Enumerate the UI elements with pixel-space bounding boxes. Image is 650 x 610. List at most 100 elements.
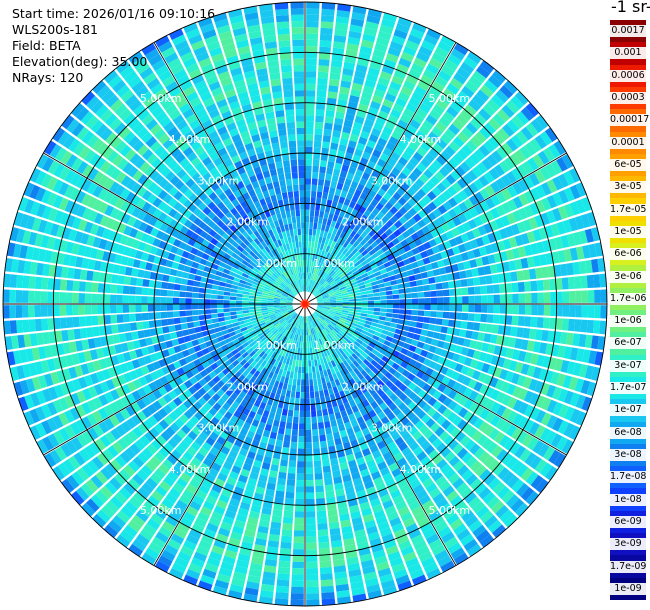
gate-cell (375, 341, 384, 348)
gate-cell (357, 335, 365, 342)
gate-cell (330, 66, 342, 74)
gate-cell (193, 401, 203, 411)
gate-cell (214, 187, 224, 197)
gate-cell (149, 271, 158, 280)
gate-cell (178, 215, 188, 225)
gate-cell (331, 200, 338, 209)
gate-cell (287, 317, 293, 323)
gate-cell (296, 385, 301, 392)
gate-cell (238, 217, 246, 226)
gate-cell (480, 84, 494, 98)
gate-cell (280, 342, 285, 349)
gate-cell (36, 439, 49, 454)
gate-cell (71, 216, 82, 230)
gate-cell (332, 168, 341, 177)
gate-cell (588, 350, 597, 365)
gate-cell (150, 513, 164, 526)
gate-cell (273, 338, 279, 345)
gate-cell (547, 330, 556, 343)
gate-cell (329, 280, 336, 286)
gate-cell (42, 263, 51, 277)
gate-cell (279, 267, 285, 274)
gate-cell (247, 338, 254, 345)
gate-cell (335, 309, 343, 312)
gate-cell (278, 285, 285, 291)
gate-cell (491, 94, 505, 108)
gate-cell (301, 335, 304, 342)
gate-cell (562, 219, 573, 233)
gate-cell (524, 316, 532, 327)
gate-cell (306, 266, 309, 273)
gate-cell (74, 231, 84, 243)
gate-cell (305, 429, 312, 437)
gate-cell (31, 217, 42, 232)
gate-cell (341, 311, 349, 316)
gate-cell (506, 383, 517, 396)
gate-cell (177, 263, 186, 271)
gate-cell (67, 267, 75, 279)
gate-cell (242, 421, 251, 431)
gate-cell (324, 395, 331, 403)
gate-cell (492, 284, 500, 294)
gate-cell (365, 195, 374, 204)
gate-cell (329, 72, 341, 81)
gate-cell (448, 280, 456, 289)
gate-cell (239, 279, 247, 285)
gate-cell (168, 325, 176, 333)
gate-cell (443, 162, 455, 173)
gate-cell (91, 138, 104, 152)
gate-cell (115, 210, 126, 222)
gate-cell (317, 178, 325, 186)
gate-cell (227, 363, 235, 372)
gate-cell (137, 144, 149, 156)
gate-cell (327, 268, 333, 275)
gate-cell (311, 321, 316, 328)
gate-cell (245, 372, 253, 381)
gate-cell (444, 145, 456, 157)
gate-cell (197, 397, 207, 406)
gate-cell (56, 252, 65, 265)
gate-cell (120, 396, 131, 408)
gate-cell (597, 257, 606, 272)
gate-cell (316, 371, 321, 379)
gate-cell (258, 342, 265, 349)
gate-cell (53, 291, 60, 304)
gate-cell (506, 171, 518, 184)
gate-cell (127, 478, 141, 491)
gate-cell (295, 486, 305, 493)
gate-field (3, 2, 607, 606)
gate-cell (499, 509, 514, 523)
gate-cell (257, 243, 265, 251)
gate-cell (201, 478, 213, 489)
gate-cell (542, 279, 550, 291)
gate-cell (415, 108, 428, 119)
gate-cell (406, 332, 415, 339)
gate-cell (365, 418, 374, 428)
gate-cell (58, 397, 69, 411)
gate-cell (78, 293, 86, 304)
gate-cell (202, 500, 215, 511)
gate-cell (333, 123, 343, 132)
gate-cell (105, 132, 118, 145)
gate-cell (411, 304, 419, 310)
gate-cell (167, 126, 179, 138)
gate-cell (6, 242, 16, 257)
gate-cell (277, 325, 283, 331)
gate-cell (335, 111, 345, 120)
gate-cell (584, 365, 594, 380)
gate-cell (250, 383, 258, 391)
gate-cell (206, 452, 217, 462)
gate-cell (83, 374, 94, 387)
gate-cell (351, 405, 359, 414)
gate-cell (290, 391, 296, 398)
gate-cell (335, 16, 350, 25)
gate-cell (132, 538, 147, 552)
gate-cell (76, 160, 89, 175)
gate-cell (247, 516, 259, 526)
gate-cell (368, 133, 379, 143)
gate-cell (396, 366, 405, 374)
gate-cell (456, 482, 469, 495)
gate-cell (294, 397, 300, 405)
gate-cell (511, 282, 519, 293)
gate-cell (380, 104, 392, 114)
